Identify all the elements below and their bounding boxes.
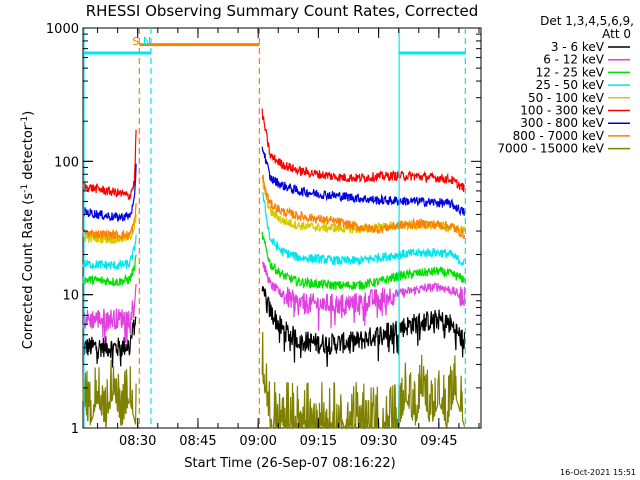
x-tick-label: 08:30 [119, 434, 156, 449]
series-trace-4-1 [261, 178, 466, 235]
series-trace-6-1 [261, 146, 466, 217]
series-trace-7-0 [82, 202, 137, 241]
y-tick-label: 1000 [46, 22, 79, 37]
y-axis-label-main: Corrected Count Rate (s [21, 193, 36, 350]
series-25-50keV [82, 192, 465, 270]
x-tick-label: 09:30 [360, 434, 397, 449]
y-axis-label-end: ) [21, 111, 36, 116]
y-axis-label-sup2: -1 [20, 116, 30, 125]
annotation-S: S [132, 35, 139, 48]
series-trace-3-1 [261, 192, 465, 267]
legend-label: 50 - 100 keV [528, 91, 605, 105]
series-trace-6-0 [82, 163, 137, 222]
series-12-25keV [82, 231, 466, 291]
chart-title: RHESSI Observing Summary Count Rates, Co… [86, 2, 479, 20]
series-50-100keV [82, 178, 466, 246]
y-tick-label: 100 [54, 155, 79, 170]
legend-label: 300 - 800 keV [520, 116, 604, 130]
series-800-7000keV [82, 174, 466, 241]
series-trace-2-1 [261, 231, 466, 291]
series-trace-8-0 [82, 359, 137, 428]
x-tick-label: 08:45 [179, 434, 216, 449]
series-trace-5-1 [261, 108, 465, 192]
series-100-300keV [82, 108, 465, 201]
series-trace-2-0 [82, 254, 137, 287]
legend-label: 12 - 25 keV [536, 65, 605, 79]
x-tick-label: 09:00 [239, 434, 276, 449]
series-6-12keV [82, 261, 466, 344]
series-trace-3-0 [82, 234, 137, 270]
annotation-N: N [143, 35, 151, 48]
series-7000-15000keV [82, 331, 466, 430]
series-trace-7-1 [261, 174, 466, 239]
series-trace-0-1 [261, 286, 466, 367]
legend-label: 7000 - 15000 keV [497, 142, 604, 156]
x-tick-label: 09:15 [300, 434, 337, 449]
y-tick-label: 10 [62, 289, 79, 304]
y-tick-label: 1 [71, 422, 79, 437]
series-3-6keV [82, 286, 466, 368]
series-trace-5-0 [82, 129, 137, 201]
series-trace-8-1 [261, 331, 466, 430]
series-300-800keV [82, 146, 466, 222]
series-trace-1-1 [261, 261, 466, 331]
legend-label: 100 - 300 keV [520, 104, 604, 118]
legend-label: 3 - 6 keV [551, 40, 605, 54]
legend-header-detectors: Det 1,3,4,5,6,9, [540, 14, 634, 28]
y-axis-label-sup1: -1 [20, 184, 30, 193]
y-axis-label: Corrected Count Rate (s-1 detector-1) [20, 111, 36, 349]
series-layer [82, 108, 466, 430]
legend-label: 25 - 50 keV [536, 78, 605, 92]
y-axis-label-mid: detector [21, 124, 36, 184]
generation-timestamp: 16-Oct-2021 15:51 [560, 468, 636, 477]
plot-frame [82, 27, 482, 429]
x-tick-label: 09:45 [420, 434, 457, 449]
legend-label: 6 - 12 keV [543, 53, 605, 67]
series-trace-0-0 [82, 316, 137, 368]
series-trace-1-0 [82, 283, 137, 344]
x-axis-ticks: 08:30 08:45 09:00 09:15 09:30 09:45 [97, 28, 480, 449]
x-axis-label: Start Time (26-Sep-07 08:16:22) [184, 456, 395, 471]
legend-header-attenuator: Att 0 [602, 27, 631, 41]
y-axis-ticks: 1 10 100 1000 [46, 22, 481, 437]
legend-label: 800 - 7000 keV [513, 129, 605, 143]
